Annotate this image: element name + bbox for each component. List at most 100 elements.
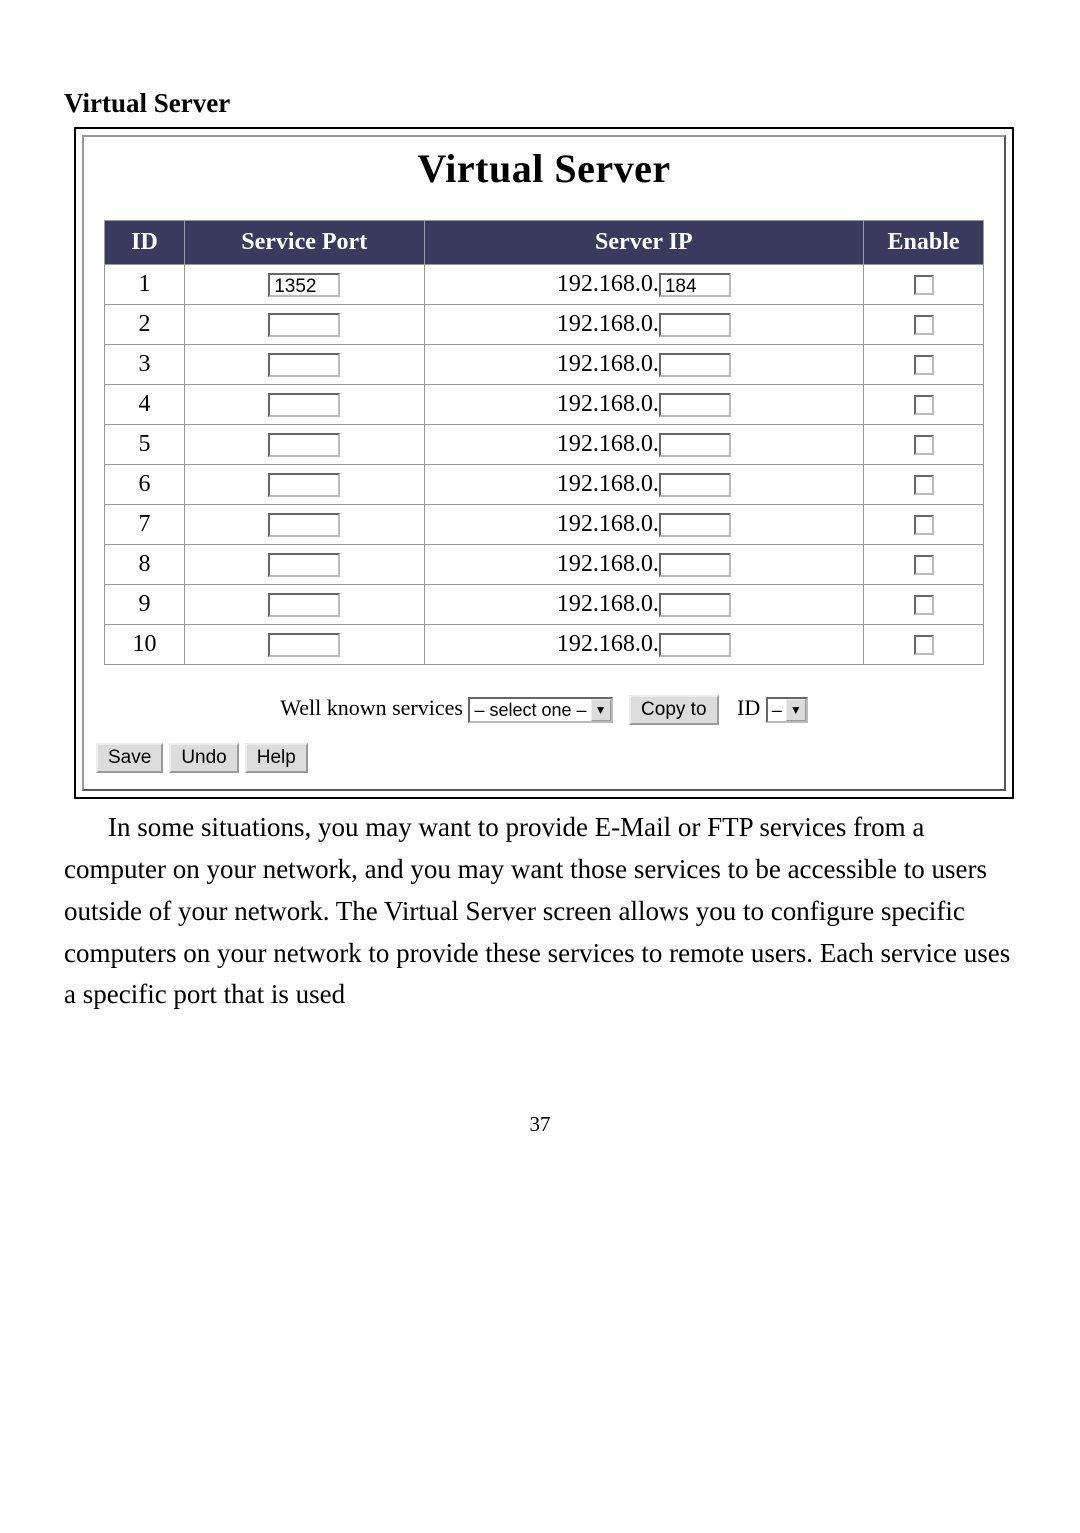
chevron-down-icon[interactable]: ▼ <box>591 699 611 721</box>
server-ip-input[interactable] <box>659 513 731 537</box>
table-row: 9192.168.0. <box>105 585 984 625</box>
chevron-down-icon[interactable]: ▼ <box>786 699 806 721</box>
ip-prefix: 192.168.0. <box>557 591 659 617</box>
ip-prefix: 192.168.0. <box>557 631 659 657</box>
service-port-input[interactable] <box>268 473 340 497</box>
row-id: 1 <box>105 265 185 305</box>
row-port-cell <box>184 385 424 425</box>
id-label: ID <box>737 695 760 720</box>
enable-checkbox[interactable] <box>914 475 934 495</box>
ip-prefix: 192.168.0. <box>557 471 659 497</box>
col-header-ip: Server IP <box>424 221 863 265</box>
id-select-value: – <box>772 700 786 721</box>
server-ip-input[interactable]: 184 <box>659 273 731 297</box>
server-ip-input[interactable] <box>659 473 731 497</box>
server-ip-input[interactable] <box>659 313 731 337</box>
col-header-port: Service Port <box>184 221 424 265</box>
controls-row: Well known services – select one – ▼ Cop… <box>84 695 1004 725</box>
row-port-cell <box>184 545 424 585</box>
row-enable-cell <box>864 505 984 545</box>
server-ip-input[interactable] <box>659 433 731 457</box>
service-port-input[interactable]: 1352 <box>268 273 340 297</box>
table-row: 1 1352 192.168.0.184 <box>105 265 984 305</box>
row-enable-cell <box>864 385 984 425</box>
row-enable-cell <box>864 545 984 585</box>
row-ip-cell: 192.168.0. <box>424 305 863 345</box>
service-port-input[interactable] <box>268 313 340 337</box>
ip-prefix: 192.168.0. <box>557 511 659 537</box>
row-ip-cell: 192.168.0. <box>424 585 863 625</box>
enable-checkbox[interactable] <box>914 315 934 335</box>
row-id: 8 <box>105 545 185 585</box>
row-port-cell <box>184 505 424 545</box>
well-known-label: Well known services <box>280 695 463 720</box>
row-port-cell <box>184 465 424 505</box>
service-port-input[interactable] <box>268 593 340 617</box>
row-ip-cell: 192.168.0. <box>424 425 863 465</box>
ip-prefix: 192.168.0. <box>557 271 659 297</box>
server-ip-input[interactable] <box>659 353 731 377</box>
row-ip-cell: 192.168.0. <box>424 625 863 665</box>
id-select[interactable]: – ▼ <box>766 697 808 723</box>
enable-checkbox[interactable] <box>914 395 934 415</box>
enable-checkbox[interactable] <box>914 275 934 295</box>
server-ip-input[interactable] <box>659 633 731 657</box>
row-id: 4 <box>105 385 185 425</box>
table-row: 10 192.168.0. <box>105 625 984 665</box>
row-id: 10 <box>105 625 185 665</box>
server-ip-input[interactable] <box>659 553 731 577</box>
page-number: 37 <box>62 1112 1018 1137</box>
copy-to-button[interactable]: Copy to <box>629 695 718 725</box>
row-ip-cell: 192.168.0. <box>424 505 863 545</box>
table-row: 8 192.168.0. <box>105 545 984 585</box>
table-row: 5192.168.0. <box>105 425 984 465</box>
server-ip-input[interactable] <box>659 393 731 417</box>
enable-checkbox[interactable] <box>914 515 934 535</box>
row-ip-cell: 192.168.0. <box>424 385 863 425</box>
enable-checkbox[interactable] <box>914 355 934 375</box>
service-port-input[interactable] <box>268 433 340 457</box>
screenshot-frame: Virtual Server ID Service Port Server IP… <box>74 127 1014 799</box>
row-id: 6 <box>105 465 185 505</box>
well-known-select[interactable]: – select one – ▼ <box>468 697 612 723</box>
table-row: 4 192.168.0. <box>105 385 984 425</box>
service-port-input[interactable] <box>268 553 340 577</box>
help-button[interactable]: Help <box>245 743 308 773</box>
row-id: 3 <box>105 345 185 385</box>
service-port-input[interactable] <box>268 513 340 537</box>
server-ip-input[interactable] <box>659 593 731 617</box>
row-port-cell: 1352 <box>184 265 424 305</box>
row-enable-cell <box>864 425 984 465</box>
ip-prefix: 192.168.0. <box>557 391 659 417</box>
row-id: 2 <box>105 305 185 345</box>
col-header-id: ID <box>105 221 185 265</box>
service-port-input[interactable] <box>268 353 340 377</box>
enable-checkbox[interactable] <box>914 435 934 455</box>
row-port-cell <box>184 305 424 345</box>
section-heading: Virtual Server <box>64 88 1018 119</box>
save-button[interactable]: Save <box>96 743 163 773</box>
enable-checkbox[interactable] <box>914 555 934 575</box>
undo-button[interactable]: Undo <box>169 743 238 773</box>
row-ip-cell: 192.168.0. <box>424 345 863 385</box>
service-port-input[interactable] <box>268 633 340 657</box>
ip-prefix: 192.168.0. <box>557 551 659 577</box>
table-row: 6 192.168.0. <box>105 465 984 505</box>
col-header-enable: Enable <box>864 221 984 265</box>
row-ip-cell: 192.168.0. <box>424 465 863 505</box>
enable-checkbox[interactable] <box>914 595 934 615</box>
virtual-server-table: ID Service Port Server IP Enable 1 1352 19… <box>104 220 984 665</box>
panel-title: Virtual Server <box>84 145 1004 192</box>
ip-prefix: 192.168.0. <box>557 311 659 337</box>
service-port-input[interactable] <box>268 393 340 417</box>
row-port-cell <box>184 625 424 665</box>
table-row: 7192.168.0. <box>105 505 984 545</box>
table-row: 2 192.168.0. <box>105 305 984 345</box>
row-ip-cell: 192.168.0. <box>424 545 863 585</box>
enable-checkbox[interactable] <box>914 635 934 655</box>
row-port-cell <box>184 585 424 625</box>
row-enable-cell <box>864 625 984 665</box>
row-enable-cell <box>864 585 984 625</box>
well-known-value: – select one – <box>474 700 590 721</box>
row-enable-cell <box>864 305 984 345</box>
